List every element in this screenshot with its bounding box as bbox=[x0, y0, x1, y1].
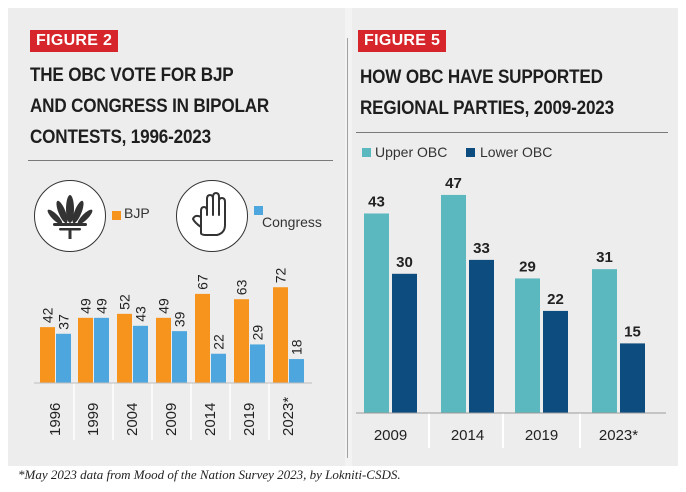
x-tick-label-2023: 2023* bbox=[280, 397, 297, 436]
data-label-bjp-2014: 67 bbox=[195, 274, 211, 290]
bar-bjp-2014 bbox=[195, 293, 210, 383]
x-tick-label-2014: 2014 bbox=[202, 403, 219, 436]
data-label-lower-obc-2009: 30 bbox=[396, 254, 413, 271]
hand-icon bbox=[192, 192, 226, 236]
figure-5-title-line-2: REGIONAL PARTIES, 2009-2023 bbox=[360, 98, 614, 119]
data-label-lower-obc-2023: 15 bbox=[624, 323, 641, 340]
bar-congress-2009 bbox=[172, 331, 187, 383]
figure-2-label: FIGURE 2 bbox=[30, 30, 119, 52]
bar-congress-2019 bbox=[250, 344, 265, 383]
data-label-congress-1999: 49 bbox=[94, 298, 110, 314]
x-tick-label-2023: 2023* bbox=[599, 427, 638, 444]
data-label-congress-2019: 29 bbox=[250, 325, 266, 341]
figure-card bbox=[8, 8, 678, 466]
figure-2-title-line-1: THE OBC VOTE FOR BJP bbox=[30, 65, 234, 86]
upper-obc-legend-label: Upper OBC bbox=[375, 144, 448, 160]
congress-legend-swatch bbox=[254, 206, 263, 215]
lotus-icon bbox=[47, 195, 93, 239]
bar-upper-obc-2023 bbox=[592, 269, 617, 413]
data-label-congress-2014: 22 bbox=[211, 334, 227, 350]
bar-bjp-2019 bbox=[234, 299, 249, 383]
x-tick-label-2009: 2009 bbox=[163, 403, 180, 436]
upper-obc-legend-swatch bbox=[362, 148, 371, 157]
data-label-bjp-1996: 42 bbox=[40, 307, 56, 323]
bar-lower-obc-2023 bbox=[620, 343, 645, 413]
bar-bjp-2004 bbox=[117, 313, 132, 383]
data-label-congress-2023: 18 bbox=[289, 339, 305, 355]
x-tick-label-1999: 1999 bbox=[85, 403, 102, 436]
bar-lower-obc-2014 bbox=[469, 259, 494, 413]
figure-2-title-line-2: AND CONGRESS IN BIPOLAR bbox=[30, 96, 270, 117]
bar-upper-obc-2009 bbox=[364, 213, 389, 413]
panel-divider bbox=[347, 38, 348, 458]
figure-2-title-line-3: CONTESTS, 1996-2023 bbox=[30, 127, 211, 148]
bar-congress-2023 bbox=[289, 359, 304, 383]
bar-congress-1999 bbox=[94, 317, 109, 383]
figure-5-title: HOW OBC HAVE SUPPORTED REGIONAL PARTIES,… bbox=[360, 62, 614, 124]
bar-lower-obc-2009 bbox=[392, 273, 417, 413]
bar-bjp-1996 bbox=[40, 327, 55, 383]
lower-obc-legend-swatch bbox=[466, 148, 475, 157]
bar-lower-obc-2019 bbox=[543, 310, 568, 413]
x-tick-label-2009: 2009 bbox=[374, 427, 407, 444]
data-label-bjp-2019: 63 bbox=[234, 279, 250, 295]
bjp-legend-swatch bbox=[112, 211, 121, 220]
congress-legend-label: Congress bbox=[262, 214, 322, 230]
bar-bjp-1999 bbox=[78, 317, 93, 383]
x-tick-label-2019: 2019 bbox=[525, 427, 558, 444]
data-label-congress-1996: 37 bbox=[56, 314, 72, 330]
x-tick-label-2014: 2014 bbox=[451, 427, 484, 444]
data-label-upper-obc-2019: 29 bbox=[519, 258, 536, 275]
x-tick-label-2004: 2004 bbox=[124, 403, 141, 436]
data-label-bjp-2009: 49 bbox=[156, 298, 172, 314]
data-label-congress-2009: 39 bbox=[172, 311, 188, 327]
x-tick-label-1996: 1996 bbox=[47, 403, 64, 436]
bar-congress-1996 bbox=[56, 333, 71, 383]
bar-bjp-2009 bbox=[156, 317, 171, 383]
figure-5-label: FIGURE 5 bbox=[358, 30, 447, 52]
data-label-congress-2004: 43 bbox=[133, 306, 149, 322]
figure-5-title-line-1: HOW OBC HAVE SUPPORTED bbox=[360, 67, 603, 88]
bjp-logo bbox=[34, 180, 106, 252]
figure-5-title-rule bbox=[356, 132, 668, 133]
bar-congress-2004 bbox=[133, 325, 148, 383]
data-label-bjp-2004: 52 bbox=[117, 294, 133, 310]
bar-bjp-2023 bbox=[273, 287, 288, 383]
data-label-lower-obc-2014: 33 bbox=[473, 240, 490, 257]
data-label-upper-obc-2023: 31 bbox=[596, 249, 613, 266]
data-label-upper-obc-2014: 47 bbox=[445, 175, 462, 192]
figure-2-title-rule bbox=[28, 160, 333, 161]
data-label-upper-obc-2009: 43 bbox=[368, 193, 385, 210]
lower-obc-legend-label: Lower OBC bbox=[480, 144, 553, 160]
data-label-lower-obc-2019: 22 bbox=[547, 291, 564, 308]
bar-upper-obc-2019 bbox=[515, 278, 540, 413]
congress-logo bbox=[176, 180, 248, 252]
data-label-bjp-2023: 72 bbox=[273, 267, 289, 283]
figure-2-title: THE OBC VOTE FOR BJP AND CONGRESS IN BIP… bbox=[30, 60, 269, 153]
bar-congress-2014 bbox=[211, 353, 226, 383]
bjp-legend-label: BJP bbox=[124, 205, 150, 221]
bar-upper-obc-2014 bbox=[441, 194, 466, 413]
footnote: *May 2023 data from Mood of the Nation S… bbox=[18, 467, 401, 482]
data-label-bjp-1999: 49 bbox=[78, 298, 94, 314]
x-tick-label-2019: 2019 bbox=[241, 403, 258, 436]
